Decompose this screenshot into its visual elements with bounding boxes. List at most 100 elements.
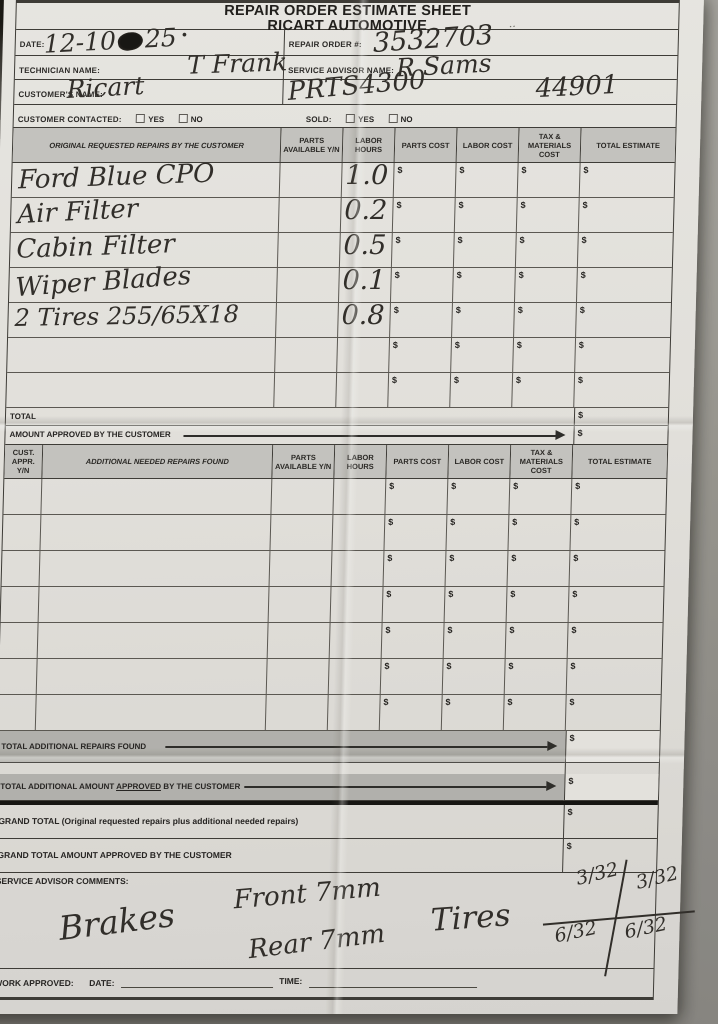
total-estimate-cell: $ [576,303,671,337]
gray-band: TOTAL ADDITIONAL AMOUNT APPROVED BY THE … [0,774,565,801]
handwritten-labor-hours: 0.2 [343,195,388,226]
dollar-sign: $ [384,661,390,671]
parts-available-cell [279,163,343,197]
description-cell [36,659,268,694]
approval-time-label: TIME: [279,976,303,986]
dollar-sign: $ [387,553,393,563]
dollar-sign: $ [385,625,391,635]
cust-appr-cell [3,479,43,514]
labor-hours-cell [332,515,386,550]
table-row: Air Filter 0.2 $ $ $ $ [10,194,674,233]
contacted-no-checkbox [178,114,188,123]
dollar-sign: $ [570,661,576,671]
col-header-cust-appr: CUST. APPR. Y/N [4,445,44,478]
customer-name-field: CUSTOMER'S NAME: Ricart [14,71,283,104]
date-ink-scribble [116,30,145,53]
col-header-labor-hours: LABOR HOURS [334,445,388,478]
cust-appr-cell [0,695,37,730]
tax-materials-cell: $ [517,163,581,197]
dollar-sign: $ [581,235,587,245]
parts-cost-cell: $ [384,515,448,550]
dollar-sign: $ [582,200,588,210]
dollar-sign: $ [520,200,526,210]
description-cell: Wiper Blades [8,261,278,303]
col-header-tax-materials: TAX & MATERIALS COST [518,128,582,162]
additional-repairs-table-header: CUST. APPR. Y/N ADDITIONAL NEEDED REPAIR… [4,445,668,479]
tax-materials-cell: $ [514,303,577,337]
customer-extra-field: PRTS4300 44901 [282,65,677,107]
dollar-sign: $ [577,428,583,438]
description-cell [6,373,276,407]
sold-label: SOLD: [305,115,332,124]
no-label: NO [400,115,413,124]
tax-materials-cell: $ [512,373,576,407]
table-row: Ford Blue CPO 1.0 $ $ $ $ [11,158,675,198]
handwritten-labor-hours: 0.1 [342,265,386,296]
labor-hours-cell [336,373,390,407]
sold-yes-checkbox [346,114,356,123]
tread-front-left-value: 3/32 [574,858,621,890]
parts-available-cell [269,551,333,586]
arrow-head [555,430,566,440]
contacted-yes-checkbox [136,114,146,123]
handwritten-number: 44901 [535,69,619,105]
total-additional-repairs-row: TOTAL ADDITIONAL REPAIRS FOUND $ [0,731,660,763]
col-header-parts-available: PARTS AVAILABLE Y/N [272,445,336,478]
table-row: Wiper Blades 0.1 $ $ $ $ [8,261,672,303]
dollar-sign: $ [518,270,524,280]
parts-available-cell [270,515,334,550]
labor-hours-cell: 0.5 [339,230,393,267]
col-header-labor-hours: LABOR HOURS [342,128,396,162]
tax-materials-cell: $ [503,695,567,730]
contact-field: CUSTOMER CONTACTED: YES NO SOLD: YES NO [14,105,677,127]
handwritten-note-brakes: Brakes [57,895,177,948]
total-estimate-cell: $ [570,551,665,586]
customer-row: CUSTOMER'S NAME: Ricart PRTS4300 44901 [14,65,677,107]
dollar-sign: $ [574,517,580,527]
tax-materials-cell: $ [513,338,577,372]
labor-cost-cell: $ [452,303,515,337]
cust-appr-cell [1,551,41,586]
description-cell: Ford Blue CPO [11,158,281,197]
description-cell [35,695,267,730]
col-header-description: ORIGINAL REQUESTED REPAIRS BY THE CUSTOM… [12,128,282,162]
tax-materials-cell: $ [505,623,569,658]
parts-cost-cell: $ [389,338,453,372]
dollar-sign: $ [515,375,522,385]
parts-cost-cell: $ [382,587,446,622]
dollar-sign: $ [395,235,401,245]
dollar-sign: $ [455,305,461,315]
dollar-sign: $ [519,235,525,245]
handwritten-repair-description: Ford Blue CPO [18,158,215,196]
dollar-cell: $ [562,805,658,838]
description-cell [38,587,270,622]
tax-materials-cell: $ [509,479,573,514]
dollar-sign: $ [392,340,399,350]
total-estimate-cell: $ [569,587,664,622]
total-additional-repairs-label: TOTAL ADDITIONAL REPAIRS FOUND [1,742,147,751]
original-repairs-table-header: ORIGINAL REQUESTED REPAIRS BY THE CUSTOM… [12,128,676,163]
dollar-sign: $ [393,305,399,315]
dollar-sign: $ [458,200,464,210]
parts-cost-cell: $ [393,163,457,197]
table-row: $ $ $ $ [0,623,663,659]
dollar-sign: $ [512,517,518,527]
dollar-sign: $ [567,807,573,817]
total-estimate-cell: $ [567,659,662,694]
dollar-sign: $ [575,481,581,491]
table-row: $ $ $ $ [3,479,667,515]
labor-cost-cell: $ [446,515,510,550]
parts-cost-cell: $ [380,659,444,694]
table-row: $ $ $ $ [0,587,664,623]
tax-materials-cell: $ [508,515,572,550]
parts-cost-cell: $ [379,695,443,730]
total-label: TOTAL [9,412,37,421]
total-dollar-cell: $ [573,408,669,425]
labor-cost-cell: $ [442,659,506,694]
labor-hours-cell [327,695,381,730]
description-cell [37,623,269,658]
labor-hours-cell: 0.1 [338,265,392,302]
no-label: NO [190,115,203,124]
arrow-head [547,741,558,751]
labor-cost-cell: $ [454,198,518,232]
